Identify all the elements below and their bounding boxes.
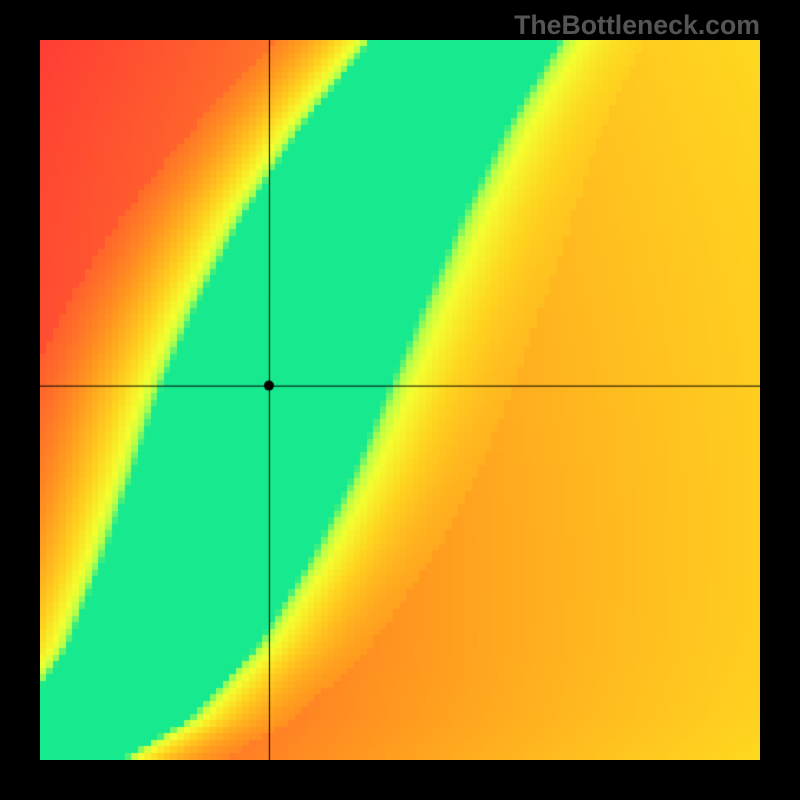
watermark-text: TheBottleneck.com bbox=[514, 10, 760, 41]
bottleneck-heatmap bbox=[40, 40, 760, 760]
